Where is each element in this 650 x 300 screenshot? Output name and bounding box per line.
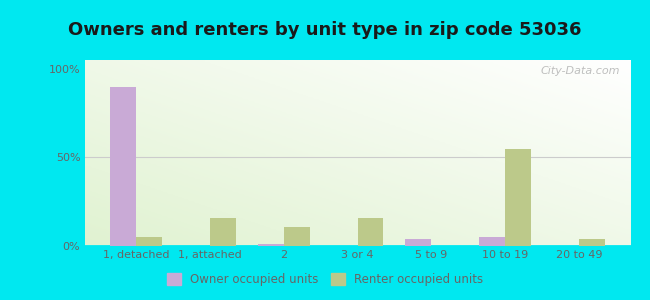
Bar <box>283 226 309 246</box>
Bar <box>479 237 505 246</box>
Text: Owners and renters by unit type in zip code 53036: Owners and renters by unit type in zip c… <box>68 21 582 39</box>
Bar <box>210 218 236 246</box>
Bar <box>406 239 432 246</box>
Bar <box>579 239 604 246</box>
Bar <box>358 218 384 246</box>
Bar <box>111 87 136 246</box>
Text: City-Data.com: City-Data.com <box>540 66 619 76</box>
Bar <box>505 148 531 246</box>
Bar <box>258 244 283 246</box>
Bar <box>136 237 162 246</box>
Legend: Owner occupied units, Renter occupied units: Owner occupied units, Renter occupied un… <box>162 268 488 291</box>
